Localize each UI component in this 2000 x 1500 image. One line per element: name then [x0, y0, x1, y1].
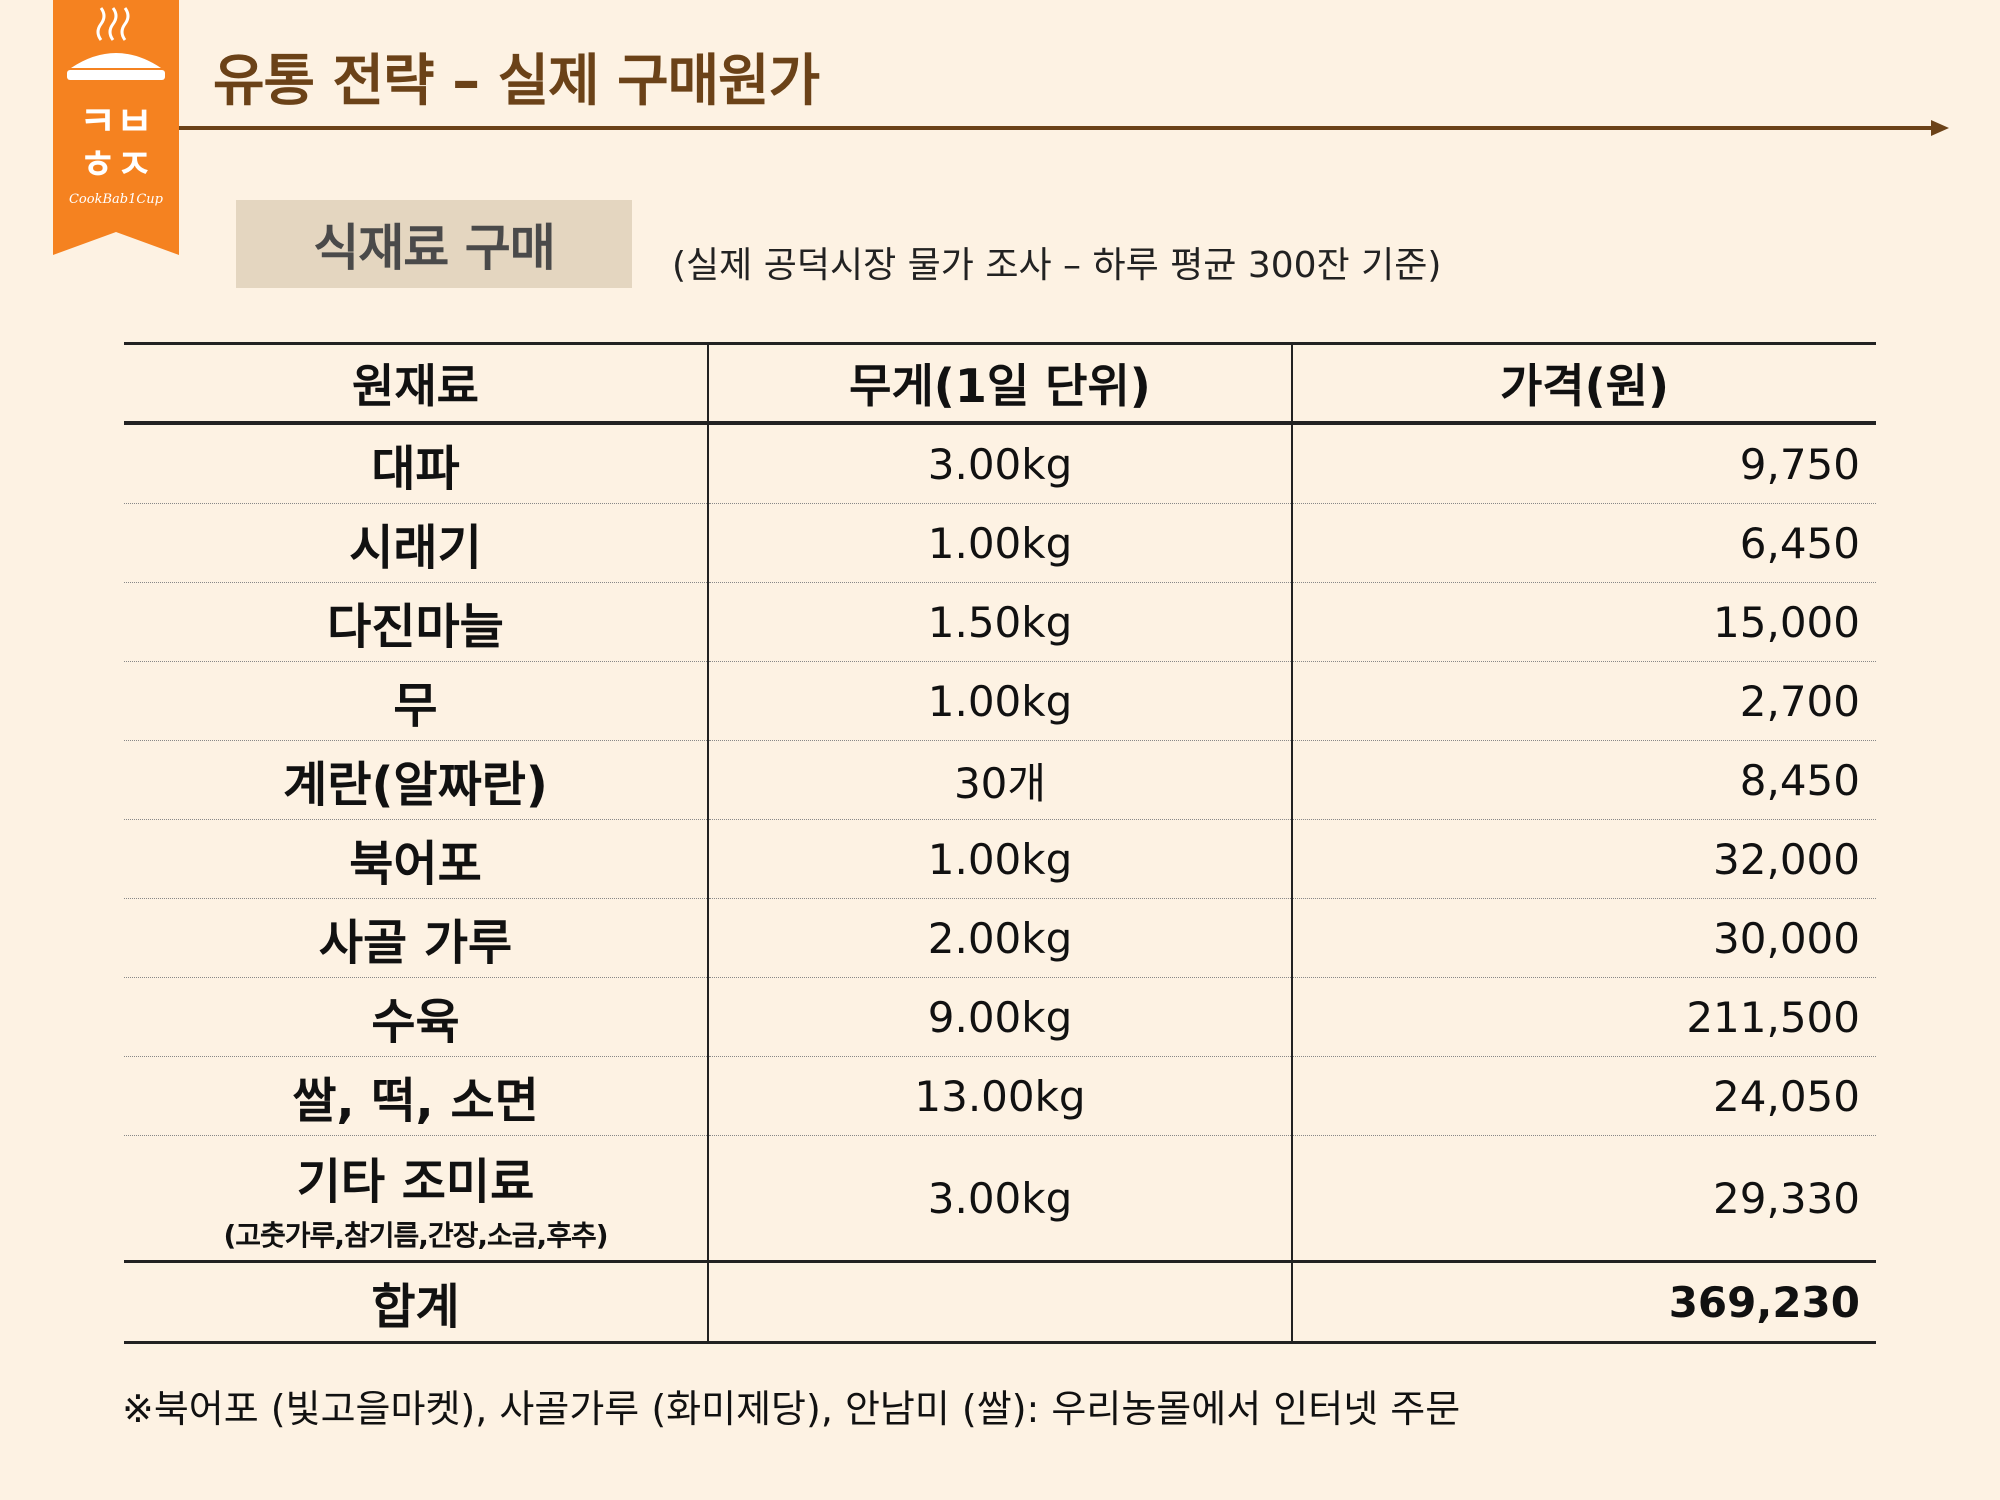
ingredient-name: 계란(알짜란): [124, 740, 708, 820]
ingredient-name: 사골 가루: [124, 898, 708, 978]
ingredient-price: 32,000: [1291, 819, 1876, 899]
logo-text-line1: ㅋㅂ: [79, 99, 153, 145]
total-price: 369,230: [1291, 1261, 1876, 1344]
ingredient-weight: 1.00kg: [707, 661, 1292, 741]
ingredient-weight: 2.00kg: [707, 898, 1292, 978]
ingredient-weight: 30개: [707, 740, 1292, 820]
ingredient-weight: 3.00kg: [707, 423, 1292, 504]
table-row: 수육 9.00kg 211,500: [124, 977, 1876, 1057]
column-header-price: 가격(원): [1291, 342, 1876, 425]
ingredient-name: 북어포: [124, 819, 708, 899]
ingredient-name: 대파: [124, 423, 708, 504]
ingredient-price: 24,050: [1291, 1056, 1876, 1136]
ingredient-price: 9,750: [1291, 423, 1876, 504]
ingredient-price: 6,450: [1291, 503, 1876, 583]
brand-logo: ㅋㅂ ㅎㅈ CookBab1Cup: [53, 0, 179, 255]
ingredient-weight: 1.50kg: [707, 582, 1292, 662]
ingredient-weight: 9.00kg: [707, 977, 1292, 1057]
table-row: 쌀, 떡, 소면 13.00kg 24,050: [124, 1056, 1876, 1136]
ingredient-price: 211,500: [1291, 977, 1876, 1057]
ingredient-weight: 3.00kg: [707, 1135, 1292, 1263]
footnote: ※북어포 (빛고을마켓), 사골가루 (화미제당), 안남미 (쌀): 우리농몰…: [122, 1387, 1461, 1431]
column-header-weight: 무게(1일 단위): [707, 342, 1292, 425]
total-weight: [707, 1261, 1292, 1344]
table-row: 다진마늘 1.50kg 15,000: [124, 582, 1876, 662]
ingredient-name: 수육: [124, 977, 708, 1057]
table-row: 북어포 1.00kg 32,000: [124, 819, 1876, 899]
header-arrow-line: [179, 120, 1949, 136]
ingredient-name-cell: 기타 조미료 (고춧가루,참기름,간장,소금,후추): [124, 1135, 708, 1263]
ingredient-weight: 1.00kg: [707, 503, 1292, 583]
table-header-row: 원재료 무게(1일 단위) 가격(원): [124, 342, 1876, 425]
ingredient-price: 8,450: [1291, 740, 1876, 820]
ingredient-price: 15,000: [1291, 582, 1876, 662]
total-row: 합계 369,230: [124, 1261, 1876, 1344]
ingredient-price: 29,330: [1291, 1135, 1876, 1263]
table-row: 무 1.00kg 2,700: [124, 661, 1876, 741]
ingredient-name: 무: [124, 661, 708, 741]
ingredient-weight: 1.00kg: [707, 819, 1292, 899]
section-label: 식재료 구매: [236, 200, 632, 288]
table-row: 계란(알짜란) 30개 8,450: [124, 740, 1876, 820]
ingredient-name: 다진마늘: [124, 582, 708, 662]
ingredient-name: 기타 조미료: [296, 1154, 535, 1210]
page-title: 유통 전략 – 실제 구매원가: [213, 49, 820, 114]
ingredient-weight: 13.00kg: [707, 1056, 1292, 1136]
purchase-cost-table: 원재료 무게(1일 단위) 가격(원) 대파 3.00kg 9,750 시래기 …: [124, 342, 1876, 1344]
total-label: 합계: [124, 1261, 708, 1344]
ingredient-subtext: (고춧가루,참기름,간장,소금,후추): [223, 1219, 608, 1252]
column-header-ingredient: 원재료: [124, 342, 708, 425]
ingredient-price: 30,000: [1291, 898, 1876, 978]
ingredient-name: 시래기: [124, 503, 708, 583]
table-row: 대파 3.00kg 9,750: [124, 423, 1876, 504]
section-note: (실제 공덕시장 물가 조사 – 하루 평균 300잔 기준): [672, 245, 1442, 286]
ingredient-name: 쌀, 떡, 소면: [124, 1056, 708, 1136]
logo-script: CookBab1Cup: [69, 192, 164, 207]
table-row: 기타 조미료 (고춧가루,참기름,간장,소금,후추) 3.00kg 29,330: [124, 1135, 1876, 1263]
ingredient-price: 2,700: [1291, 661, 1876, 741]
logo-text-line2: ㅎㅈ: [79, 142, 153, 188]
table-row: 시래기 1.00kg 6,450: [124, 503, 1876, 583]
table-row: 사골 가루 2.00kg 30,000: [124, 898, 1876, 978]
